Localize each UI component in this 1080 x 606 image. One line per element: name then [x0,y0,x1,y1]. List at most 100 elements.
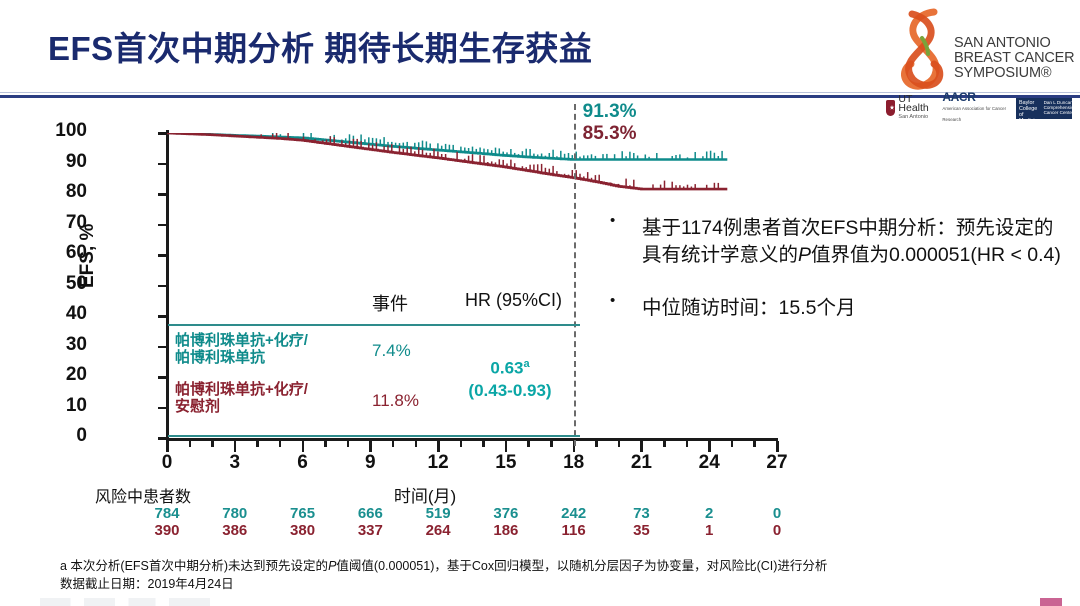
risk-cell: 264 [425,522,451,539]
y-tick [158,406,166,409]
series-1-censor-marks [271,133,723,160]
x-tick-minor [527,441,530,447]
risk-cell: 0 [772,522,782,539]
series-2-label-line2: 安慰剂 [175,398,221,415]
y-tick [158,376,166,379]
bullet-2-text: 中位随访时间：15.5个月 [642,295,1070,322]
risk-cell: 186 [493,522,519,539]
risk-cell: 1 [705,522,714,539]
risk-cell: 116 [561,522,586,539]
x-tick-label: 12 [427,452,449,473]
footnote-line-1: a 本次分析(EFS首次中期分析)未达到预先设定的P值阈值(0.000051)，… [60,557,1060,575]
y-tick [158,223,166,226]
y-axis-line [166,130,169,441]
logo-line-1: SAN ANTONIO [954,35,1051,51]
sabcs-ribbon-icon [901,8,944,90]
x-tick-label: 15 [495,452,517,473]
y-tick-label: 0 [76,425,87,446]
y-tick-label: 60 [65,242,87,263]
x-tick-label: 21 [630,452,652,473]
bullet-1-text: 基于1174例患者首次EFS中期分析：预先设定的具有统计学意义的P值界值为0.0… [642,215,1070,269]
cropped-footer-artifact [40,598,210,606]
x-tick-minor [753,441,756,447]
footnote-line-1b: 值阈值(0.000051)，基于Cox回归模型，以随机分层因子为协变量，对风险比… [336,559,828,573]
y-tick-label: 70 [65,211,87,233]
risk-cell: 780 [222,505,248,522]
footnote: a 本次分析(EFS首次中期分析)未达到预先设定的P值阈值(0.000051)，… [60,557,1060,593]
risk-cell: 390 [154,522,180,539]
risk-cell: 337 [357,522,383,539]
x-tick-major [572,441,576,452]
bullet-1-seg2: 值界值为0.000051(HR < 0.4) [811,244,1061,266]
risk-table-label: 风险中患者数 [95,489,192,506]
x-tick-major [233,441,237,452]
baylor-logo: Baylor College of Medicine Dan L Duncan … [1016,97,1076,123]
series-2-label-line1: 帕博利珠单抗+化疗/ [175,381,308,398]
risk-cell: 242 [561,505,587,522]
list-item: 基于1174例患者首次EFS中期分析：预先设定的具有统计学意义的P值界值为0.0… [600,212,1070,269]
y-tick-label: 10 [65,394,87,416]
footnote-line-1a: a 本次分析(EFS首次中期分析)未达到预先设定的 [60,559,329,573]
x-tick-major [301,441,305,452]
y-tick [158,437,166,440]
bullet-1-italic: P [798,244,812,266]
hr-value-block: 0.63a (0.43-0.93) [445,353,575,402]
risk-cell: 765 [290,505,316,522]
header-divider [0,95,1080,98]
risk-cell: 519 [425,505,451,522]
y-tick [158,345,166,348]
y-tick-label: 50 [65,272,87,294]
baylor-line-1: Baylor College of Medicine [1019,99,1041,124]
series-2-label: 帕博利珠单抗+化疗/ 安慰剂 [175,381,308,415]
hr-value: 0.63 [490,358,524,378]
series-2-events: 11.8% [372,391,419,410]
x-tick-minor [663,441,666,447]
logo-line-3: SYMPOSIUM® [954,65,1052,81]
x-tick-minor [188,441,192,447]
series-1-label-line2: 帕博利珠单抗 [175,349,266,366]
header-divider-thin [0,92,1080,93]
stats-rule-bottom [168,435,580,437]
y-tick [158,193,166,196]
x-tick-minor [685,441,689,447]
x-tick-label: 9 [365,452,376,473]
x-axis-line [166,438,778,441]
ut-health-logo: UT Health San Antonio [886,93,935,122]
x-tick-minor [617,441,621,447]
series-1-label: 帕博利珠单抗+化疗/ 帕博利珠单抗 [175,332,308,366]
sabcs-logo: SAN ANTONIO BREAST CANCER SYMPOSIUM® UT … [874,4,1076,123]
y-tick [158,315,166,318]
x-tick-minor [346,441,350,447]
annotation-teal-pct: 91.3% [582,101,637,122]
x-tick-minor [459,441,463,447]
x-tick-minor [324,441,327,447]
ut-health-sub: San Antonio [898,113,929,120]
x-tick-major [166,441,169,452]
cutoff-line [573,104,576,446]
y-tick [158,254,166,257]
risk-cell: 35 [633,522,650,539]
sabcs-logo-text: SAN ANTONIO BREAST CANCER SYMPOSIUM® [954,35,1075,81]
series-1-label-line1: 帕博利珠单抗+化疗/ [175,332,308,349]
x-tick-major [504,441,508,452]
baylor-line-2: Dan L Duncan Comprehensive Cancer Center [1043,99,1076,115]
list-item: 中位随访时间：15.5个月 [600,292,1070,322]
x-tick-label: 18 [563,452,585,473]
footnote-p-italic: P [328,559,337,573]
x-tick-major [369,441,372,452]
stats-rule-top [168,324,580,326]
y-tick-label: 30 [65,333,87,355]
x-tick-minor [256,441,259,447]
efs-kaplan-meier-chart: EFS, % 0 10 20 30 40 50 60 70 80 90 100 0 3 6 9 12 15 18… [55,101,805,506]
x-tick-label: 3 [229,452,241,473]
x-tick-major [640,441,643,452]
x-tick-minor [211,441,214,447]
logo-line-2: BREAST CANCER [954,50,1075,66]
y-tick-label: 100 [55,120,87,141]
hr-ci: (0.43-0.93) [468,380,552,400]
bullet-1-seg1: 基于1174例患者首次EFS中期分析：预先设定的具有统计学意义的 [642,217,1054,266]
x-tick-minor [730,441,734,447]
x-tick-label: 24 [698,452,720,473]
y-tick-label: 80 [65,181,87,202]
